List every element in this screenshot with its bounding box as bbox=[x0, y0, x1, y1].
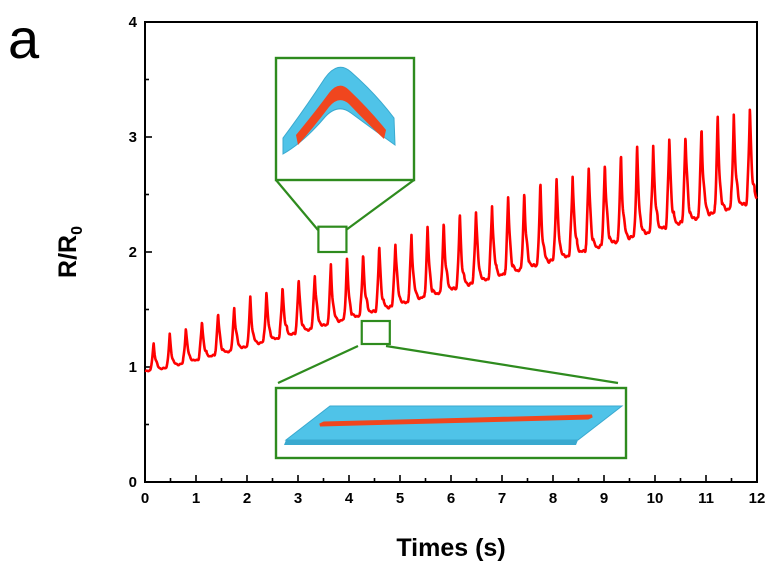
zoom-box-peak bbox=[317, 225, 348, 254]
zoom-connectors bbox=[275, 179, 619, 385]
x-tick-label: 12 bbox=[749, 490, 766, 507]
x-tick-label: 6 bbox=[447, 490, 455, 507]
connector-valley-left bbox=[277, 345, 359, 384]
x-tick-label: 11 bbox=[698, 490, 714, 507]
panel-label: a bbox=[8, 7, 40, 70]
zoom-box-valley bbox=[360, 319, 391, 346]
inset-bent-strip bbox=[296, 85, 386, 145]
y-tick-label: 1 bbox=[129, 359, 137, 376]
y-axis-tick-labels: 0 1 2 3 4 bbox=[129, 14, 138, 491]
x-axis-tick-labels: 0 1 2 3 4 5 6 7 8 9 10 11 12 bbox=[141, 490, 766, 507]
x-tick-label: 9 bbox=[600, 490, 608, 507]
x-tick-label: 0 bbox=[141, 490, 149, 507]
connector-peak-right bbox=[345, 179, 415, 231]
y-tick-label: 4 bbox=[129, 14, 138, 31]
y-tick-label: 3 bbox=[129, 129, 137, 146]
y-axis-ticks bbox=[145, 21, 152, 483]
inset-flat-sensor bbox=[274, 386, 628, 460]
connector-peak-left bbox=[275, 179, 319, 231]
x-tick-label: 2 bbox=[243, 490, 251, 507]
x-axis-title: Times (s) bbox=[396, 534, 505, 562]
y-tick-label: 2 bbox=[129, 244, 137, 261]
x-axis-ticks bbox=[144, 475, 758, 482]
inset-flat-strip bbox=[319, 414, 593, 427]
y-axis-title-subscript: 0 bbox=[69, 226, 86, 235]
x-tick-label: 3 bbox=[294, 490, 302, 507]
x-tick-label: 4 bbox=[345, 490, 354, 507]
x-tick-label: 1 bbox=[192, 490, 200, 507]
inset-flat-edge bbox=[284, 440, 578, 445]
series-line-resistance bbox=[143, 108, 759, 373]
y-axis-title: R/R0 bbox=[54, 226, 86, 278]
y-axis-title-main: R/R bbox=[54, 235, 82, 278]
x-tick-label: 5 bbox=[396, 490, 404, 507]
connector-valley-right bbox=[385, 344, 619, 385]
inset-bent-substrate bbox=[282, 66, 396, 155]
inset-bent-sensor bbox=[274, 56, 416, 182]
x-tick-label: 10 bbox=[647, 490, 664, 507]
x-tick-label: 8 bbox=[549, 490, 557, 507]
y-tick-label: 0 bbox=[129, 474, 137, 491]
x-tick-label: 7 bbox=[498, 490, 506, 507]
